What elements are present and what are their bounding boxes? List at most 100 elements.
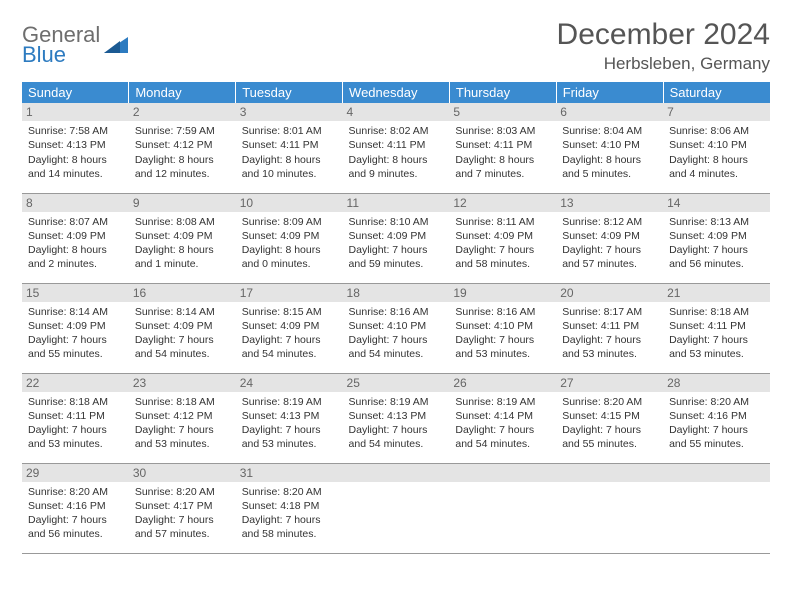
day-cell: 16 Sunrise: 8:14 AMSunset: 4:09 PMDayligh… xyxy=(129,283,236,373)
day-cell: 20Sunrise: 8:17 AMSunset: 4:11 PMDayligh… xyxy=(556,283,663,373)
day-cell: 13 Sunrise: 8:12 AMSunset: 4:09 PMDayligh… xyxy=(556,193,663,283)
day-cell: 19Sunrise: 8:16 AMSunset: 4:10 PMDayligh… xyxy=(449,283,556,373)
day-details: Sunrise: 8:19 AMSunset: 4:13 PMDaylight:… xyxy=(242,395,338,452)
day-cell: 28Sunrise: 8:20 AMSunset: 4:16 PMDayligh… xyxy=(663,373,770,463)
day-cell: 24 Sunrise: 8:19 AMSunset: 4:13 PMDayligh… xyxy=(236,373,343,463)
day-cell: 11 Sunrise: 8:10 AMSunset: 4:09 PMDayligh… xyxy=(343,193,450,283)
day-number: 27 xyxy=(556,374,663,392)
day-cell: 7Sunrise: 8:06 AMSunset: 4:10 PMDaylight… xyxy=(663,103,770,193)
day-details: Sunrise: 8:18 AMSunset: 4:11 PMDaylight:… xyxy=(669,305,765,362)
logo-text: General Blue xyxy=(22,24,100,66)
day-details: Sunrise: 8:20 AMSunset: 4:17 PMDaylight:… xyxy=(135,485,231,542)
day-details: Sunrise: 8:03 AMSunset: 4:11 PMDaylight:… xyxy=(455,124,551,181)
day-number: 2 xyxy=(129,103,236,121)
day-header-row: Sunday Monday Tuesday Wednesday Thursday… xyxy=(22,82,770,103)
day-details: Sunrise: 8:06 AMSunset: 4:10 PMDaylight:… xyxy=(669,124,765,181)
day-details: Sunrise: 8:12 AMSunset: 4:09 PMDaylight:… xyxy=(562,215,658,272)
day-number: 29 xyxy=(22,464,129,482)
week-row: 15 Sunrise: 8:14 AMSunset: 4:09 PMDayligh… xyxy=(22,283,770,373)
day-number: 11 xyxy=(343,194,450,212)
day-cell: 12Sunrise: 8:11 AMSunset: 4:09 PMDayligh… xyxy=(449,193,556,283)
day-number: 26 xyxy=(449,374,556,392)
day-details: Sunrise: 8:20 AMSunset: 4:18 PMDaylight:… xyxy=(242,485,338,542)
day-cell: 23Sunrise: 8:18 AMSunset: 4:12 PMDayligh… xyxy=(129,373,236,463)
day-details: Sunrise: 8:14 AMSunset: 4:09 PMDaylight:… xyxy=(135,305,231,362)
day-number: 18 xyxy=(343,284,450,302)
day-details: Sunrise: 8:19 AMSunset: 4:13 PMDaylight:… xyxy=(349,395,445,452)
day-number: 9 xyxy=(129,194,236,212)
day-cell: 9 Sunrise: 8:08 AMSunset: 4:09 PMDaylight… xyxy=(129,193,236,283)
day-header: Friday xyxy=(556,82,663,103)
day-number: 30 xyxy=(129,464,236,482)
day-details: Sunrise: 8:18 AMSunset: 4:12 PMDaylight:… xyxy=(135,395,231,452)
day-details: Sunrise: 8:10 AMSunset: 4:09 PMDaylight:… xyxy=(349,215,445,272)
day-number: 28 xyxy=(663,374,770,392)
day-cell: 1 Sunrise: 7:58 AMSunset: 4:13 PMDaylight… xyxy=(22,103,129,193)
day-details: Sunrise: 8:20 AMSunset: 4:16 PMDaylight:… xyxy=(28,485,124,542)
day-header: Sunday xyxy=(22,82,129,103)
day-details: Sunrise: 8:16 AMSunset: 4:10 PMDaylight:… xyxy=(349,305,445,362)
day-cell: 5Sunrise: 8:03 AMSunset: 4:11 PMDaylight… xyxy=(449,103,556,193)
day-cell: 4 Sunrise: 8:02 AMSunset: 4:11 PMDaylight… xyxy=(343,103,450,193)
day-cell: 31 Sunrise: 8:20 AMSunset: 4:18 PMDayligh… xyxy=(236,463,343,553)
day-details: Sunrise: 8:08 AMSunset: 4:09 PMDaylight:… xyxy=(135,215,231,272)
day-details: Sunrise: 8:07 AMSunset: 4:09 PMDaylight:… xyxy=(28,215,124,272)
day-details: Sunrise: 8:09 AMSunset: 4:09 PMDaylight:… xyxy=(242,215,338,272)
day-cell xyxy=(449,463,556,553)
logo: General Blue xyxy=(22,24,130,66)
logo-word2: Blue xyxy=(22,44,100,66)
day-details: Sunrise: 8:19 AMSunset: 4:14 PMDaylight:… xyxy=(455,395,551,452)
week-row: 22Sunrise: 8:18 AMSunset: 4:11 PMDayligh… xyxy=(22,373,770,463)
day-number: 12 xyxy=(449,194,556,212)
day-cell: 14 Sunrise: 8:13 AMSunset: 4:09 PMDayligh… xyxy=(663,193,770,283)
day-number: 6 xyxy=(556,103,663,121)
day-cell: 29 Sunrise: 8:20 AMSunset: 4:16 PMDayligh… xyxy=(22,463,129,553)
calendar-body: 1 Sunrise: 7:58 AMSunset: 4:13 PMDaylight… xyxy=(22,103,770,553)
day-number: 4 xyxy=(343,103,450,121)
day-number: 14 xyxy=(663,194,770,212)
day-cell: 25 Sunrise: 8:19 AMSunset: 4:13 PMDayligh… xyxy=(343,373,450,463)
day-number: 3 xyxy=(236,103,343,121)
day-cell: 22Sunrise: 8:18 AMSunset: 4:11 PMDayligh… xyxy=(22,373,129,463)
header: General Blue December 2024 Herbsleben, G… xyxy=(22,18,770,74)
day-number: 8 xyxy=(22,194,129,212)
day-cell: 15Sunrise: 8:14 AMSunset: 4:09 PMDayligh… xyxy=(22,283,129,373)
day-header: Thursday xyxy=(449,82,556,103)
day-details: Sunrise: 8:13 AMSunset: 4:09 PMDaylight:… xyxy=(669,215,765,272)
day-header: Tuesday xyxy=(236,82,343,103)
day-number: 15 xyxy=(22,284,129,302)
day-details: Sunrise: 8:02 AMSunset: 4:11 PMDaylight:… xyxy=(349,124,445,181)
day-number: 16 xyxy=(129,284,236,302)
day-number: 13 xyxy=(556,194,663,212)
day-number: 25 xyxy=(343,374,450,392)
title-block: December 2024 Herbsleben, Germany xyxy=(557,18,770,74)
day-details: Sunrise: 8:16 AMSunset: 4:10 PMDaylight:… xyxy=(455,305,551,362)
day-cell xyxy=(343,463,450,553)
week-row: 8 Sunrise: 8:07 AMSunset: 4:09 PMDaylight… xyxy=(22,193,770,283)
day-cell: 26 Sunrise: 8:19 AMSunset: 4:14 PMDayligh… xyxy=(449,373,556,463)
day-number: 1 xyxy=(22,103,129,121)
day-number: 31 xyxy=(236,464,343,482)
week-row: 29 Sunrise: 8:20 AMSunset: 4:16 PMDayligh… xyxy=(22,463,770,553)
day-header: Monday xyxy=(129,82,236,103)
day-cell: 8 Sunrise: 8:07 AMSunset: 4:09 PMDaylight… xyxy=(22,193,129,283)
day-cell: 18 Sunrise: 8:16 AMSunset: 4:10 PMDayligh… xyxy=(343,283,450,373)
day-cell: 21Sunrise: 8:18 AMSunset: 4:11 PMDayligh… xyxy=(663,283,770,373)
day-details: Sunrise: 8:15 AMSunset: 4:09 PMDaylight:… xyxy=(242,305,338,362)
day-details: Sunrise: 8:20 AMSunset: 4:15 PMDaylight:… xyxy=(562,395,658,452)
day-number: 24 xyxy=(236,374,343,392)
day-cell xyxy=(556,463,663,553)
day-details: Sunrise: 7:58 AMSunset: 4:13 PMDaylight:… xyxy=(28,124,124,181)
calendar-table: Sunday Monday Tuesday Wednesday Thursday… xyxy=(22,82,770,554)
logo-icon xyxy=(104,35,130,55)
day-cell: 10Sunrise: 8:09 AMSunset: 4:09 PMDayligh… xyxy=(236,193,343,283)
day-number: 20 xyxy=(556,284,663,302)
day-details: Sunrise: 7:59 AMSunset: 4:12 PMDaylight:… xyxy=(135,124,231,181)
day-cell: 2 Sunrise: 7:59 AMSunset: 4:12 PMDaylight… xyxy=(129,103,236,193)
day-details: Sunrise: 8:04 AMSunset: 4:10 PMDaylight:… xyxy=(562,124,658,181)
month-title: December 2024 xyxy=(557,18,770,52)
day-cell xyxy=(663,463,770,553)
day-number: 22 xyxy=(22,374,129,392)
day-cell: 3Sunrise: 8:01 AMSunset: 4:11 PMDaylight… xyxy=(236,103,343,193)
day-cell: 6 Sunrise: 8:04 AMSunset: 4:10 PMDaylight… xyxy=(556,103,663,193)
